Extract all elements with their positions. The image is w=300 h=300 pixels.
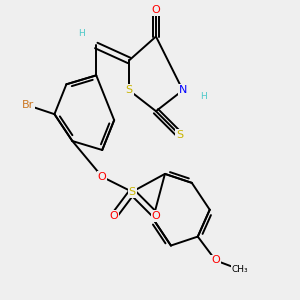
Text: CH₃: CH₃ xyxy=(231,265,248,274)
Text: O: O xyxy=(98,172,106,182)
Text: S: S xyxy=(125,85,133,95)
Text: O: O xyxy=(152,5,160,15)
Text: S: S xyxy=(176,130,183,140)
Text: Br: Br xyxy=(21,100,34,110)
Text: O: O xyxy=(211,256,220,266)
Text: O: O xyxy=(152,211,160,221)
Text: H: H xyxy=(200,92,207,101)
Text: H: H xyxy=(78,29,85,38)
Text: N: N xyxy=(179,85,187,95)
Text: S: S xyxy=(128,187,136,197)
Text: O: O xyxy=(110,211,118,221)
